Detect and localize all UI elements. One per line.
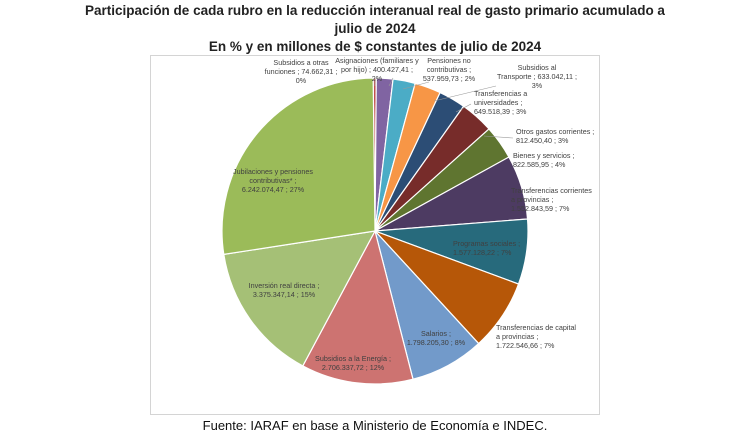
slice-label-line: Pensiones no bbox=[427, 56, 471, 65]
slice-label-10: Salarios ; 1.798.205,30 ; 8% bbox=[407, 329, 466, 347]
slice-label-11: Subsidios a la Energía ; 2.706.337,72 ; 1… bbox=[315, 354, 391, 372]
slice-label-6: Bienes y servicios ; 822.585,95 ; 4% bbox=[513, 151, 575, 169]
slice-label-4: Transferencias a universidades ; 649.518,3… bbox=[474, 89, 527, 116]
slice-label-13: Jubilaciones y pensiones contributivas* ;… bbox=[233, 167, 313, 194]
slice-label-line: Inversión real directa ; bbox=[249, 281, 320, 290]
slice-label-3: Subsidios al Transporte ; 633.042,11 ; 3% bbox=[497, 63, 577, 90]
slice-label-9: Transferencias de capital a provincias ; 1… bbox=[496, 323, 576, 350]
leader-line-2 bbox=[402, 81, 430, 90]
slice-label-0: Subsidios a otras funciones ; 74.662,31 ;… bbox=[265, 58, 338, 85]
slice-label-line: Transferencias a bbox=[474, 89, 527, 98]
slice-label-line: 0% bbox=[296, 76, 307, 85]
slice-label-line: Transporte ; 633.042,11 ; bbox=[497, 72, 577, 81]
slice-label-line: Otros gastos corrientes ; bbox=[516, 127, 594, 136]
leader-line-4 bbox=[455, 103, 472, 113]
slice-label-line: Jubilaciones y pensiones bbox=[233, 167, 313, 176]
pie-chart: Subsidios a otras funciones ; 74.662,31 ;… bbox=[221, 56, 594, 385]
slice-label-line: 2.706.337,72 ; 12% bbox=[322, 363, 385, 372]
slice-label-line: 537.959,73 ; 2% bbox=[423, 74, 476, 83]
pie-slice-11 bbox=[301, 229, 414, 385]
slice-label-12: Inversión real directa ; 3.375.347,14 ; 1… bbox=[249, 281, 320, 299]
chart-title: Participación de cada rubro en la reducc… bbox=[0, 2, 750, 56]
slice-label-line: 3% bbox=[532, 81, 543, 90]
chart-subtitle: En % y en millones de $ constantes de ju… bbox=[208, 39, 542, 54]
slice-label-line: 812.450,40 ; 3% bbox=[516, 136, 569, 145]
slice-label-line: 1.722.546,66 ; 7% bbox=[496, 341, 555, 350]
slice-label-line: contributivas ; bbox=[427, 65, 471, 74]
slice-label-line: 2% bbox=[372, 74, 383, 83]
slice-label-line: universidades ; bbox=[474, 98, 522, 107]
slice-label-line: Bienes y servicios ; bbox=[513, 151, 575, 160]
leader-line-1 bbox=[388, 77, 394, 87]
chart-area: Subsidios a otras funciones ; 74.662,31 ;… bbox=[150, 55, 600, 415]
pie-slice-12 bbox=[223, 230, 377, 367]
leader-line-5 bbox=[483, 135, 514, 139]
slice-label-line: funciones ; 74.662,31 ; bbox=[265, 67, 338, 76]
slice-label-line: 1.577.128,22 ; 7% bbox=[453, 248, 512, 257]
slice-label-line: Asignaciones (familiares y bbox=[335, 56, 419, 65]
slice-label-line: 3.375.347,14 ; 15% bbox=[253, 290, 316, 299]
slice-label-line: a provincias ; bbox=[511, 195, 553, 204]
slice-label-line: Subsidios a la Energía ; bbox=[315, 354, 391, 363]
slice-label-line: a provincias ; bbox=[496, 332, 538, 341]
slice-label-7: Transferencias corrientes a provincias ; 1… bbox=[511, 186, 592, 213]
slice-label-line: Salarios ; bbox=[421, 329, 451, 338]
slice-label-line: 1.798.205,30 ; 8% bbox=[407, 338, 466, 347]
slice-label-5: Otros gastos corrientes ; 812.450,40 ; 3% bbox=[516, 127, 594, 145]
slice-label-line: Transferencias corrientes bbox=[511, 186, 592, 195]
slice-label-line: 1.552.843,59 ; 7% bbox=[511, 204, 570, 213]
leader-line-3 bbox=[433, 85, 497, 102]
slice-label-line: 6.242.074,47 ; 27% bbox=[242, 185, 305, 194]
title-line-1: Participación de cada rubro en la reducc… bbox=[85, 3, 665, 18]
slice-label-line: 822.585,95 ; 4% bbox=[513, 160, 566, 169]
slice-label-1: Asignaciones (familiares y por hijo) ; 40… bbox=[335, 56, 419, 83]
slice-label-8: Programas sociales ; 1.577.128,22 ; 7% bbox=[453, 239, 520, 257]
slice-label-line: 649.518,39 ; 3% bbox=[474, 107, 527, 116]
slice-label-line: Subsidios al bbox=[518, 63, 557, 72]
slice-label-line: contributivas* ; bbox=[249, 176, 296, 185]
title-line-2: julio de 2024 bbox=[334, 21, 416, 36]
pie-slice-13 bbox=[221, 77, 376, 256]
slice-label-2: Pensiones no contributivas ; 537.959,73 ; … bbox=[423, 56, 476, 83]
slice-label-line: por hijo) ; 400.427,41 ; bbox=[341, 65, 413, 74]
source-note: Fuente: IARAF en base a Ministerio de Ec… bbox=[202, 418, 548, 433]
slice-label-line: Subsidios a otras bbox=[273, 58, 329, 67]
slice-label-line: Programas sociales ; bbox=[453, 239, 520, 248]
slice-label-line: Transferencias de capital bbox=[496, 323, 576, 332]
